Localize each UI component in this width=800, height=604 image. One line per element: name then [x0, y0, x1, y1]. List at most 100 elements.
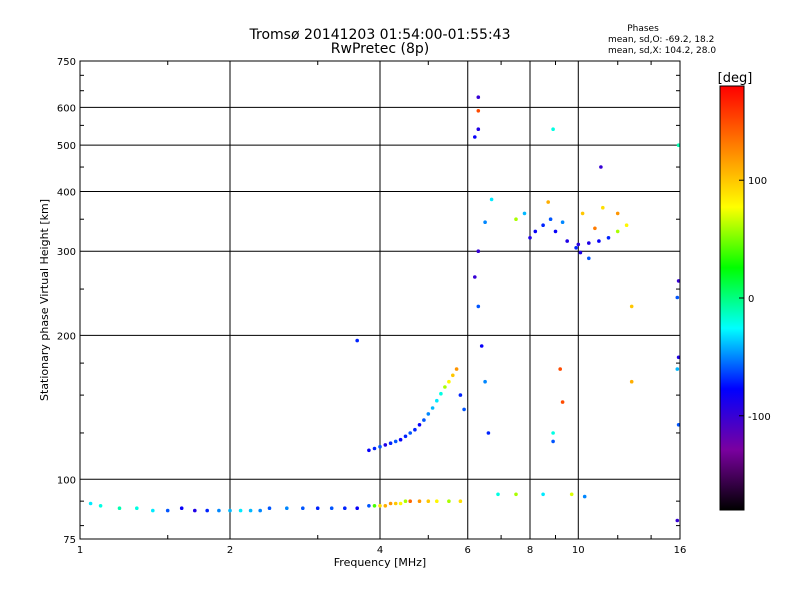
data-point [248, 508, 253, 513]
data-point [629, 379, 634, 384]
data-point [398, 437, 403, 442]
data-point [489, 197, 494, 202]
data-point [435, 398, 439, 403]
y-axis-label: Stationary phase Virtual Height [km] [38, 199, 51, 401]
data-point [587, 241, 591, 245]
data-point [569, 492, 574, 497]
data-point [675, 295, 680, 300]
data-point [473, 135, 477, 139]
data-point [580, 211, 585, 216]
colorbar-tick-label: -100 [748, 412, 771, 423]
x-tick-label: 16 [674, 545, 687, 556]
data-point [408, 431, 413, 435]
data-point [576, 242, 581, 247]
data-point [473, 275, 477, 279]
data-point [483, 220, 487, 224]
data-point [413, 427, 417, 432]
data-point [238, 508, 243, 513]
data-point [546, 200, 550, 204]
data-point [476, 109, 481, 113]
data-point [551, 439, 555, 444]
chart-title: Tromsø 20141203 01:54:00-01:55:43 [249, 27, 511, 43]
data-point [388, 441, 393, 446]
data-point [388, 501, 393, 506]
data-point [393, 439, 398, 444]
data-point [551, 431, 555, 435]
stats-line-o: mean, sd,O: -69.2, 18.2 [608, 35, 714, 45]
data-point [367, 504, 371, 508]
data-point [301, 506, 305, 511]
data-point [548, 217, 553, 221]
data-point [135, 506, 139, 511]
chart-subtitle: RwPretec (8p) [331, 41, 429, 57]
data-point [343, 506, 347, 511]
data-point [574, 246, 578, 250]
data-point [151, 508, 155, 513]
stats-title: Phases [627, 24, 659, 34]
data-point [514, 217, 518, 221]
data-point [522, 211, 527, 216]
data-point [367, 448, 371, 453]
x-tick-label: 8 [527, 545, 533, 556]
data-point [378, 504, 382, 508]
data-point [443, 385, 447, 389]
data-point [451, 373, 455, 378]
colorbar-tick-label: 100 [748, 176, 767, 187]
data-point [378, 444, 382, 449]
data-point [426, 412, 431, 416]
colorbar-label: [deg] [718, 71, 753, 86]
plot-frame [79, 60, 681, 540]
data-point [98, 504, 103, 508]
data-point [417, 499, 422, 504]
data-point [285, 506, 289, 511]
data-point [372, 504, 377, 508]
data-point [551, 127, 555, 131]
data-point [601, 205, 605, 210]
data-point [258, 508, 263, 513]
data-point [372, 446, 377, 451]
data-point [553, 229, 558, 234]
data-point [615, 211, 620, 216]
y-tick-label: 300 [57, 247, 76, 258]
data-point [454, 367, 459, 371]
grid-layer [80, 61, 680, 539]
x-tick-label: 1 [77, 545, 83, 556]
x-axis-label: Frequency [MHz] [334, 556, 426, 569]
stats-line-x: mean, sd,X: 104.2, 28.0 [608, 46, 716, 56]
data-point [675, 367, 680, 371]
data-point [582, 494, 587, 499]
data-point [514, 492, 518, 497]
data-point [426, 499, 431, 504]
data-point [417, 423, 422, 427]
x-tick-label: 2 [227, 545, 233, 556]
data-point [615, 229, 620, 234]
data-point [447, 379, 451, 384]
y-tick-label: 600 [57, 103, 76, 114]
colorbar-tick-label: 0 [748, 294, 754, 305]
data-point [593, 226, 597, 231]
data-point [528, 236, 532, 240]
y-tick-label: 75 [63, 535, 76, 546]
data-point [329, 506, 334, 511]
data-point [408, 499, 413, 504]
colorbar-ticks: 100 0 -100 [739, 176, 771, 423]
data-point [558, 367, 562, 371]
data-point [205, 508, 209, 513]
data-point [117, 506, 122, 511]
y-tick-label: 100 [57, 475, 76, 486]
data-point [403, 499, 408, 504]
data-point [355, 338, 360, 343]
data-point [383, 504, 388, 508]
data-point [533, 229, 538, 234]
y-tick-label: 750 [57, 57, 76, 68]
data-point [228, 508, 232, 513]
data-point [624, 223, 629, 227]
data-point [476, 127, 481, 131]
data-point [383, 443, 388, 447]
data-point [599, 165, 603, 169]
data-point [439, 391, 443, 396]
data-point [458, 499, 463, 504]
data-point [398, 501, 403, 506]
